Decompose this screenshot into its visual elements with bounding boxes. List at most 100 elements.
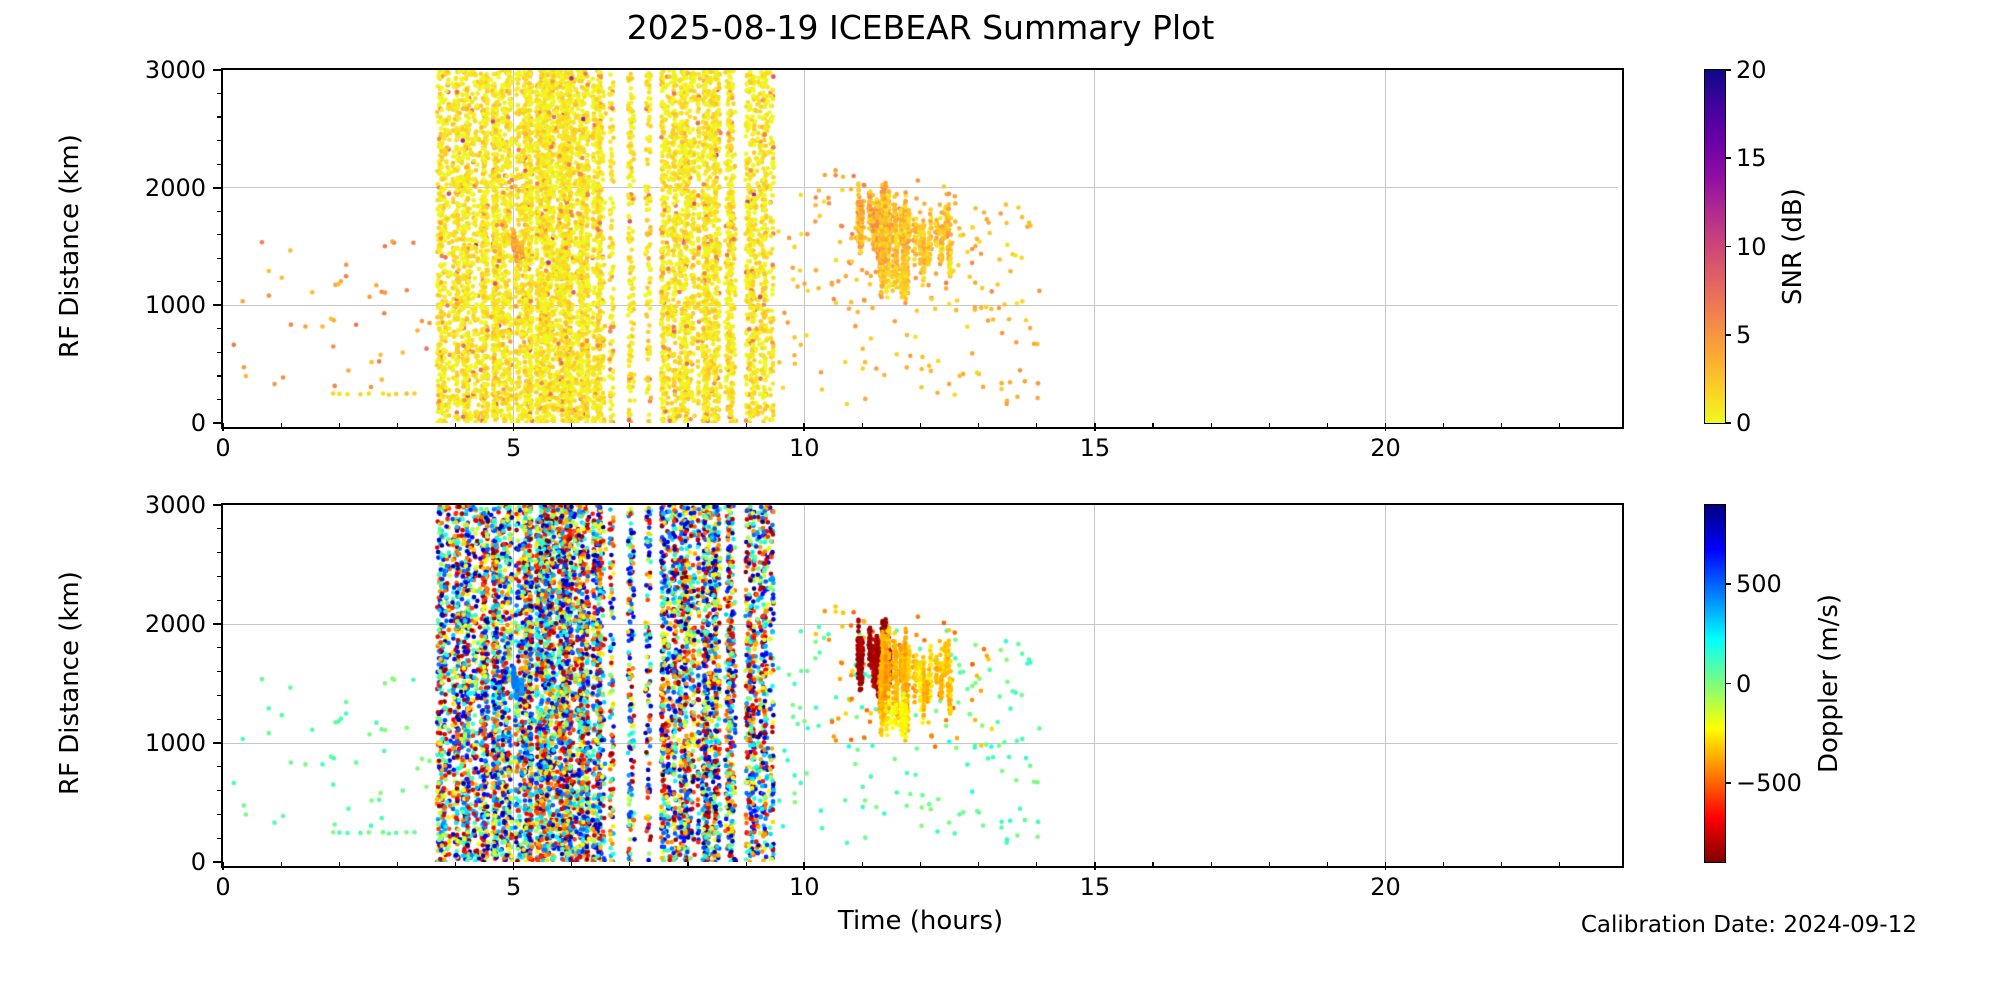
x-minor-tick xyxy=(861,423,863,428)
x-tick-label: 10 xyxy=(788,873,820,901)
x-minor-tick xyxy=(1443,862,1445,867)
x-minor-tick xyxy=(1152,423,1154,428)
y-minor-tick xyxy=(216,234,221,236)
x-minor-tick xyxy=(1210,423,1212,428)
y-tick-label: 3000 xyxy=(144,56,206,84)
x-minor-tick xyxy=(1443,423,1445,428)
colorbar-tick xyxy=(1725,682,1731,685)
x-minor-tick xyxy=(1326,862,1328,867)
x-minor-tick xyxy=(629,862,631,867)
colorbar-tick xyxy=(1725,157,1731,160)
x-major-tick xyxy=(1384,423,1387,431)
y-minor-tick xyxy=(216,351,221,353)
x-minor-tick xyxy=(1036,423,1038,428)
x-axis-label: Time (hours) xyxy=(837,906,1004,936)
colorbar-tick xyxy=(1725,583,1731,586)
y-major-tick xyxy=(213,742,221,744)
snr-scatter-panel xyxy=(221,68,1624,429)
y-major-tick xyxy=(213,623,221,625)
x-minor-tick xyxy=(1268,423,1270,428)
x-minor-tick xyxy=(571,862,573,867)
x-minor-tick xyxy=(1326,423,1328,428)
y-tick-label: 0 xyxy=(190,409,206,437)
snr-colorbar-label: SNR (dB) xyxy=(1778,188,1808,305)
x-minor-tick xyxy=(396,862,398,867)
y-minor-tick xyxy=(216,328,221,330)
x-tick-label: 20 xyxy=(1370,434,1401,462)
snr-panel-y-axis-label: RF Distance (km) xyxy=(55,134,85,359)
y-tick-label: 2000 xyxy=(144,173,206,202)
calibration-note: Calibration Date: 2024-09-12 xyxy=(1580,912,1917,938)
x-tick-label: 0 xyxy=(215,434,231,462)
x-tick-label: 15 xyxy=(1079,434,1111,462)
doppler-panel-y-axis-label: RF Distance (km) xyxy=(55,571,85,796)
colorbar-tick xyxy=(1725,245,1731,248)
colorbar-tick-label: 15 xyxy=(1736,144,1767,173)
y-minor-tick xyxy=(216,837,221,839)
x-minor-tick xyxy=(571,423,573,428)
doppler-scatter-panel xyxy=(221,503,1624,868)
x-major-tick xyxy=(1094,423,1096,431)
y-minor-tick xyxy=(216,599,221,601)
x-minor-tick xyxy=(338,423,340,428)
colorbar-tick-label: 500 xyxy=(1736,570,1782,599)
y-minor-tick xyxy=(216,694,221,696)
x-tick-label: 15 xyxy=(1079,873,1111,901)
y-minor-tick xyxy=(216,647,221,649)
colorbar-tick xyxy=(1725,69,1731,71)
y-major-tick xyxy=(213,861,221,863)
y-tick-label: 1000 xyxy=(144,729,206,757)
y-major-tick xyxy=(213,69,221,71)
x-major-tick xyxy=(803,862,806,870)
x-minor-tick xyxy=(978,423,980,428)
x-minor-tick xyxy=(280,862,282,867)
x-tick-label: 10 xyxy=(788,434,820,462)
x-minor-tick xyxy=(978,862,980,867)
y-minor-tick xyxy=(216,813,221,815)
x-minor-tick xyxy=(687,423,689,428)
x-minor-tick xyxy=(745,423,747,428)
colorbar-tick-label: −500 xyxy=(1736,768,1802,797)
x-tick-label: 0 xyxy=(215,873,231,901)
y-major-tick xyxy=(213,304,221,307)
x-minor-tick xyxy=(861,862,863,867)
y-tick-label: 3000 xyxy=(144,491,206,519)
y-major-tick xyxy=(213,504,221,506)
y-minor-tick xyxy=(216,398,221,401)
colorbar-tick xyxy=(1725,781,1731,784)
y-minor-tick xyxy=(216,718,221,720)
x-minor-tick xyxy=(687,862,689,867)
colorbar-tick xyxy=(1725,333,1731,336)
y-minor-tick xyxy=(216,210,221,212)
colorbar-tick-label: 5 xyxy=(1736,320,1752,349)
snr-scatter-points-canvas xyxy=(223,70,1618,423)
x-minor-tick xyxy=(629,423,631,428)
x-minor-tick xyxy=(338,862,340,867)
y-minor-tick xyxy=(216,766,221,768)
x-major-tick xyxy=(512,423,515,431)
y-tick-label: 0 xyxy=(190,848,206,876)
x-tick-label: 20 xyxy=(1370,873,1401,901)
colorbar-tick-label: 20 xyxy=(1736,56,1767,84)
y-minor-tick xyxy=(216,528,221,530)
colorbar-tick-label: 10 xyxy=(1736,232,1767,261)
x-minor-tick xyxy=(1559,423,1561,428)
x-major-tick xyxy=(512,862,515,870)
y-minor-tick xyxy=(216,92,221,95)
y-minor-tick xyxy=(216,140,221,142)
y-tick-label: 1000 xyxy=(144,291,206,320)
x-minor-tick xyxy=(1559,862,1561,867)
y-major-tick xyxy=(213,186,221,189)
doppler-scatter-points-canvas xyxy=(223,505,1618,862)
y-minor-tick xyxy=(216,575,221,577)
x-minor-tick xyxy=(919,423,922,428)
doppler-colorbar xyxy=(1704,504,1726,863)
y-tick-label: 2000 xyxy=(144,610,206,638)
x-minor-tick xyxy=(1210,862,1212,867)
y-minor-tick xyxy=(216,552,221,554)
colorbar-tick-label: 0 xyxy=(1736,669,1752,698)
figure-title: 2025-08-19 ICEBEAR Summary Plot xyxy=(626,8,1215,47)
x-minor-tick xyxy=(1501,862,1503,867)
y-minor-tick xyxy=(216,281,221,283)
